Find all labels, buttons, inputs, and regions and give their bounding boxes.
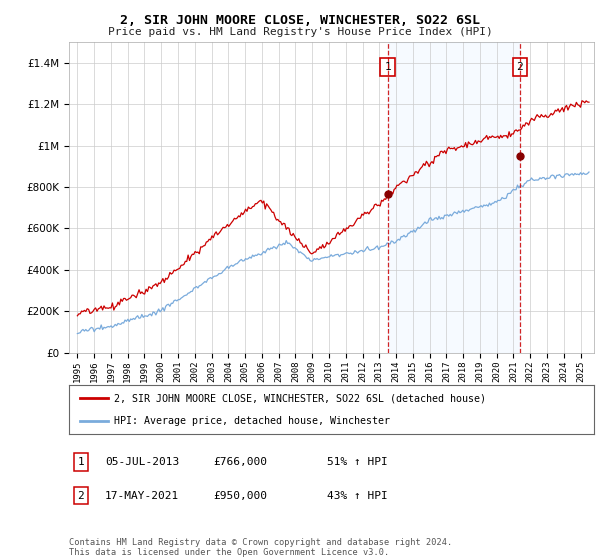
Text: £766,000: £766,000 bbox=[213, 457, 267, 467]
Text: 05-JUL-2013: 05-JUL-2013 bbox=[105, 457, 179, 467]
Text: 1: 1 bbox=[385, 62, 391, 72]
Text: HPI: Average price, detached house, Winchester: HPI: Average price, detached house, Winc… bbox=[113, 416, 389, 426]
Text: Contains HM Land Registry data © Crown copyright and database right 2024.
This d: Contains HM Land Registry data © Crown c… bbox=[69, 538, 452, 557]
Text: 1: 1 bbox=[77, 457, 85, 467]
Text: Price paid vs. HM Land Registry's House Price Index (HPI): Price paid vs. HM Land Registry's House … bbox=[107, 27, 493, 37]
Text: £950,000: £950,000 bbox=[213, 491, 267, 501]
Text: 2: 2 bbox=[77, 491, 85, 501]
Text: 51% ↑ HPI: 51% ↑ HPI bbox=[327, 457, 388, 467]
Text: 2, SIR JOHN MOORE CLOSE, WINCHESTER, SO22 6SL (detached house): 2, SIR JOHN MOORE CLOSE, WINCHESTER, SO2… bbox=[113, 393, 485, 403]
Text: 2, SIR JOHN MOORE CLOSE, WINCHESTER, SO22 6SL: 2, SIR JOHN MOORE CLOSE, WINCHESTER, SO2… bbox=[120, 14, 480, 27]
Text: 2: 2 bbox=[517, 62, 523, 72]
Text: 43% ↑ HPI: 43% ↑ HPI bbox=[327, 491, 388, 501]
Text: 17-MAY-2021: 17-MAY-2021 bbox=[105, 491, 179, 501]
Bar bbox=[388, 42, 520, 353]
